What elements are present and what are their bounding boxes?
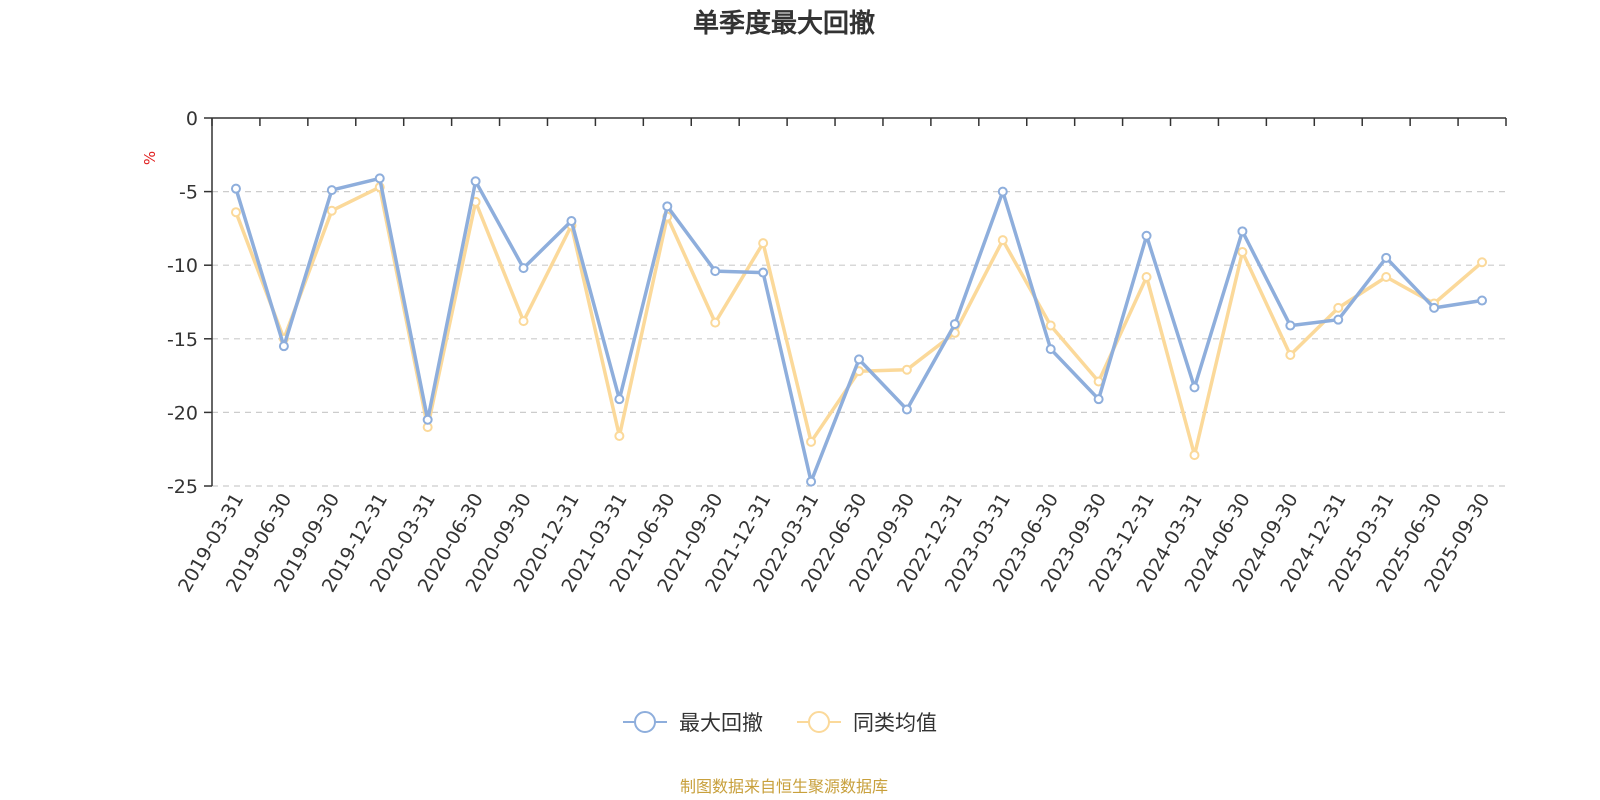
data-point — [806, 436, 817, 447]
data-point — [662, 201, 673, 212]
data-point — [1237, 226, 1248, 237]
data-point — [1093, 394, 1104, 405]
series-2 — [230, 182, 1488, 461]
legend-item-2: 同类均值 — [797, 711, 937, 735]
data-point — [326, 185, 337, 196]
series-layer — [230, 173, 1488, 487]
y-tick-label: -20 — [167, 402, 198, 424]
data-point — [1285, 349, 1296, 360]
data-point — [374, 173, 385, 184]
y-tick-label: -15 — [167, 329, 198, 351]
data-point — [854, 354, 864, 365]
data-point — [1381, 271, 1392, 282]
series-line — [234, 185, 1484, 457]
data-point — [614, 430, 625, 441]
data-point — [997, 186, 1008, 197]
series-line — [234, 176, 1484, 484]
data-point — [1189, 450, 1200, 461]
data-point — [710, 266, 721, 277]
axis-layer — [204, 117, 1507, 487]
y-tick-labels: 0 -5 -10 -15 -20 -25 — [167, 108, 198, 498]
data-point — [230, 183, 241, 194]
data-point — [1429, 302, 1440, 313]
legend-label: 最大回撤 — [679, 711, 763, 735]
data-point — [806, 476, 817, 487]
data-point — [278, 341, 289, 352]
data-point — [1141, 230, 1152, 241]
legend-marker — [634, 711, 656, 733]
legend-item-1: 最大回撤 — [623, 711, 763, 735]
x-tick-labels: 2019-03-312019-06-302019-09-302019-12-31… — [174, 489, 1494, 596]
data-point — [1333, 314, 1344, 325]
data-point — [901, 364, 912, 375]
grid-layer — [212, 191, 1506, 487]
data-point — [422, 414, 433, 425]
data-point — [710, 317, 721, 328]
data-point — [1045, 344, 1056, 355]
data-point — [758, 267, 769, 278]
data-point — [1381, 252, 1392, 263]
data-point — [1237, 246, 1248, 257]
y-tick-label: -25 — [167, 476, 198, 498]
y-tick-label: 0 — [186, 108, 198, 130]
series-1 — [230, 173, 1488, 487]
data-point — [614, 394, 625, 405]
legend: 最大回撤 同类均值 — [623, 711, 937, 735]
data-point — [518, 316, 529, 327]
data-point — [997, 235, 1008, 246]
data-point — [901, 404, 912, 415]
data-point — [758, 238, 769, 249]
data-point — [1141, 271, 1152, 282]
y-tick-label: -5 — [179, 182, 198, 204]
data-point — [1285, 320, 1296, 331]
data-point — [1045, 320, 1056, 331]
legend-marker — [808, 711, 830, 733]
data-point — [518, 263, 529, 274]
y-tick-label: -10 — [167, 255, 198, 277]
data-point — [1477, 295, 1488, 306]
data-point — [566, 216, 577, 227]
data-point — [470, 176, 481, 187]
y-axis-unit: % — [141, 151, 159, 165]
data-point — [1333, 302, 1344, 313]
data-point — [326, 205, 337, 216]
data-point — [1477, 257, 1488, 268]
data-point — [230, 207, 241, 218]
legend-label: 同类均值 — [853, 711, 937, 735]
source-note: 制图数据来自恒生聚源数据库 — [680, 777, 888, 796]
data-point — [949, 319, 960, 330]
data-point — [1189, 382, 1200, 393]
chart-title: 单季度最大回撤 — [693, 8, 875, 39]
